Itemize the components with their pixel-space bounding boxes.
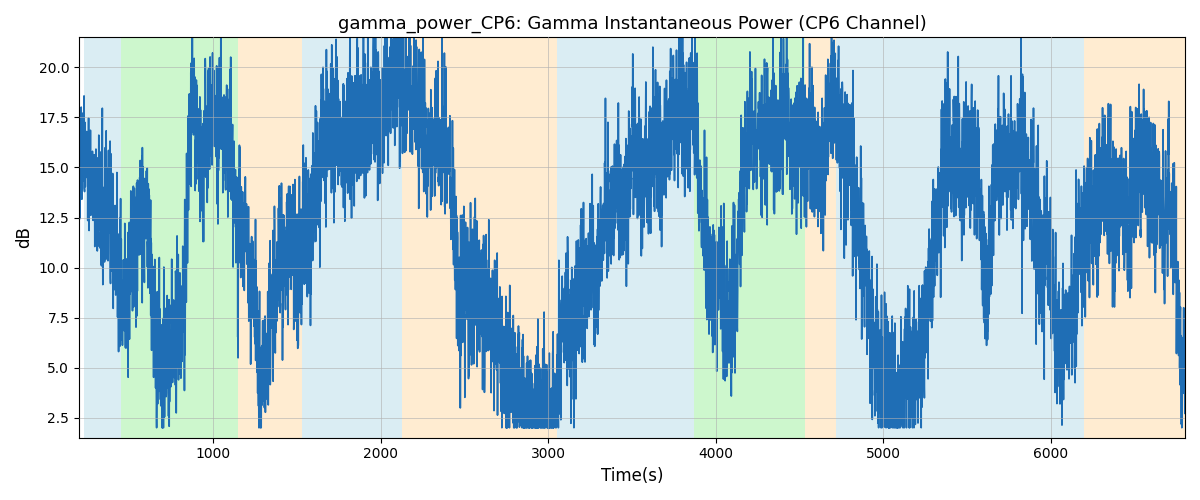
Bar [674,38,694,438]
Bar [836,38,853,438]
Bar [402,38,557,438]
Y-axis label: dB: dB [14,226,32,248]
Title: gamma_power_CP6: Gamma Instantaneous Power (CP6 Channel): gamma_power_CP6: Gamma Instantaneous Pow… [337,15,926,34]
Bar [805,38,836,438]
Bar [302,38,402,438]
Bar [84,38,121,438]
Bar [239,38,302,438]
Bar [853,38,1048,438]
Bar [121,38,239,438]
Bar [694,38,805,438]
X-axis label: Time(s): Time(s) [601,467,664,485]
Bar [1048,38,1085,438]
Bar [1085,38,1186,438]
Bar [557,38,674,438]
